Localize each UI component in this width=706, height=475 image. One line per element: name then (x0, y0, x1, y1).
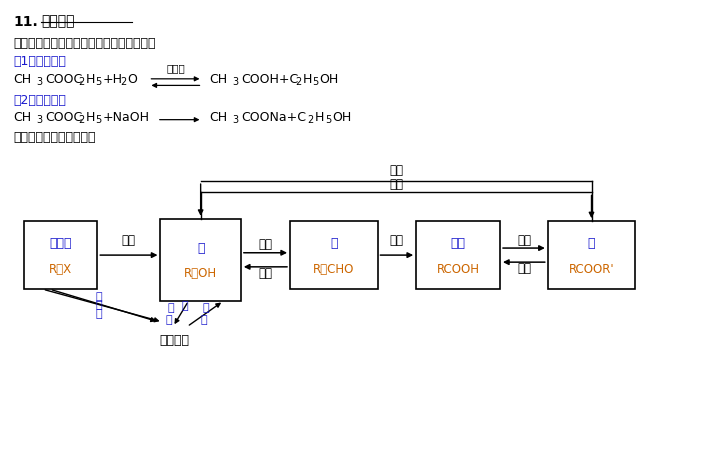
Text: CH: CH (13, 73, 31, 86)
Text: 3: 3 (232, 77, 239, 87)
Text: 2: 2 (296, 77, 301, 87)
Text: 羧酸: 羧酸 (450, 237, 465, 250)
Text: 5: 5 (95, 115, 102, 125)
Text: R－X: R－X (49, 263, 72, 275)
FancyBboxPatch shape (24, 221, 97, 289)
Text: 无机酸: 无机酸 (166, 63, 185, 73)
Text: 2: 2 (120, 77, 126, 87)
Text: 5: 5 (312, 77, 318, 87)
Text: 消: 消 (96, 300, 102, 310)
FancyBboxPatch shape (416, 221, 500, 289)
Text: 2: 2 (308, 115, 313, 125)
Text: 乙酸乙酯是一种带有香味的物色油状液体。: 乙酸乙酯是一种带有香味的物色油状液体。 (13, 37, 156, 49)
Text: O: O (127, 73, 137, 86)
Text: 水解: 水解 (517, 262, 531, 275)
Text: 酯化: 酯化 (389, 178, 403, 190)
Text: 不饱和烃: 不饱和烃 (159, 334, 189, 347)
Text: 11.: 11. (13, 15, 38, 28)
Text: H: H (303, 73, 312, 86)
Text: +NaOH: +NaOH (103, 111, 150, 124)
Text: （2）中和反应: （2）中和反应 (13, 95, 66, 107)
Text: 附加：烃的衍生物的转化: 附加：烃的衍生物的转化 (13, 132, 96, 144)
Text: 醇: 醇 (197, 242, 205, 255)
Text: 消: 消 (168, 303, 174, 313)
Text: 3: 3 (37, 77, 42, 87)
FancyBboxPatch shape (290, 221, 378, 289)
Text: COOC: COOC (44, 111, 82, 124)
Text: 水解: 水解 (389, 164, 403, 177)
Text: 酯化: 酯化 (517, 234, 531, 247)
FancyBboxPatch shape (160, 218, 241, 301)
Text: R－CHO: R－CHO (313, 263, 354, 275)
Text: CH: CH (13, 111, 31, 124)
Text: 还原: 还原 (258, 267, 273, 280)
Text: 2: 2 (78, 115, 85, 125)
Text: 成: 成 (181, 301, 189, 311)
Text: 卤代烃: 卤代烃 (49, 237, 72, 250)
Text: 乙酸乙酯: 乙酸乙酯 (42, 15, 75, 28)
Text: COOC: COOC (44, 73, 82, 86)
Text: 酯: 酯 (588, 237, 595, 250)
Text: H: H (314, 111, 324, 124)
Text: 5: 5 (325, 115, 331, 125)
Text: +H: +H (103, 73, 123, 86)
Text: RCOOH: RCOOH (436, 263, 479, 275)
Text: COOH+C: COOH+C (241, 73, 298, 86)
FancyBboxPatch shape (548, 221, 635, 289)
Text: （1）水解反应: （1）水解反应 (13, 56, 66, 68)
Text: 去: 去 (166, 314, 172, 324)
Text: 成: 成 (201, 314, 208, 324)
Text: 醛: 醛 (330, 237, 337, 250)
Text: H: H (85, 73, 95, 86)
Text: OH: OH (319, 73, 339, 86)
Text: RCOOR': RCOOR' (569, 263, 614, 275)
Text: 3: 3 (232, 115, 239, 125)
Text: OH: OH (332, 111, 352, 124)
Text: H: H (85, 111, 95, 124)
Text: 去: 去 (96, 309, 102, 319)
Text: 5: 5 (95, 77, 102, 87)
Text: R－OH: R－OH (184, 267, 217, 280)
Text: CH: CH (210, 111, 227, 124)
Text: COONa+C: COONa+C (241, 111, 306, 124)
Text: 2: 2 (78, 77, 85, 87)
Text: 水解: 水解 (122, 234, 136, 247)
Text: 氧化: 氧化 (258, 238, 273, 251)
Text: 3: 3 (37, 115, 42, 125)
Text: CH: CH (210, 73, 227, 86)
Text: 加: 加 (96, 292, 102, 303)
Text: 加: 加 (203, 303, 210, 313)
Text: 氧化: 氧化 (390, 234, 404, 247)
